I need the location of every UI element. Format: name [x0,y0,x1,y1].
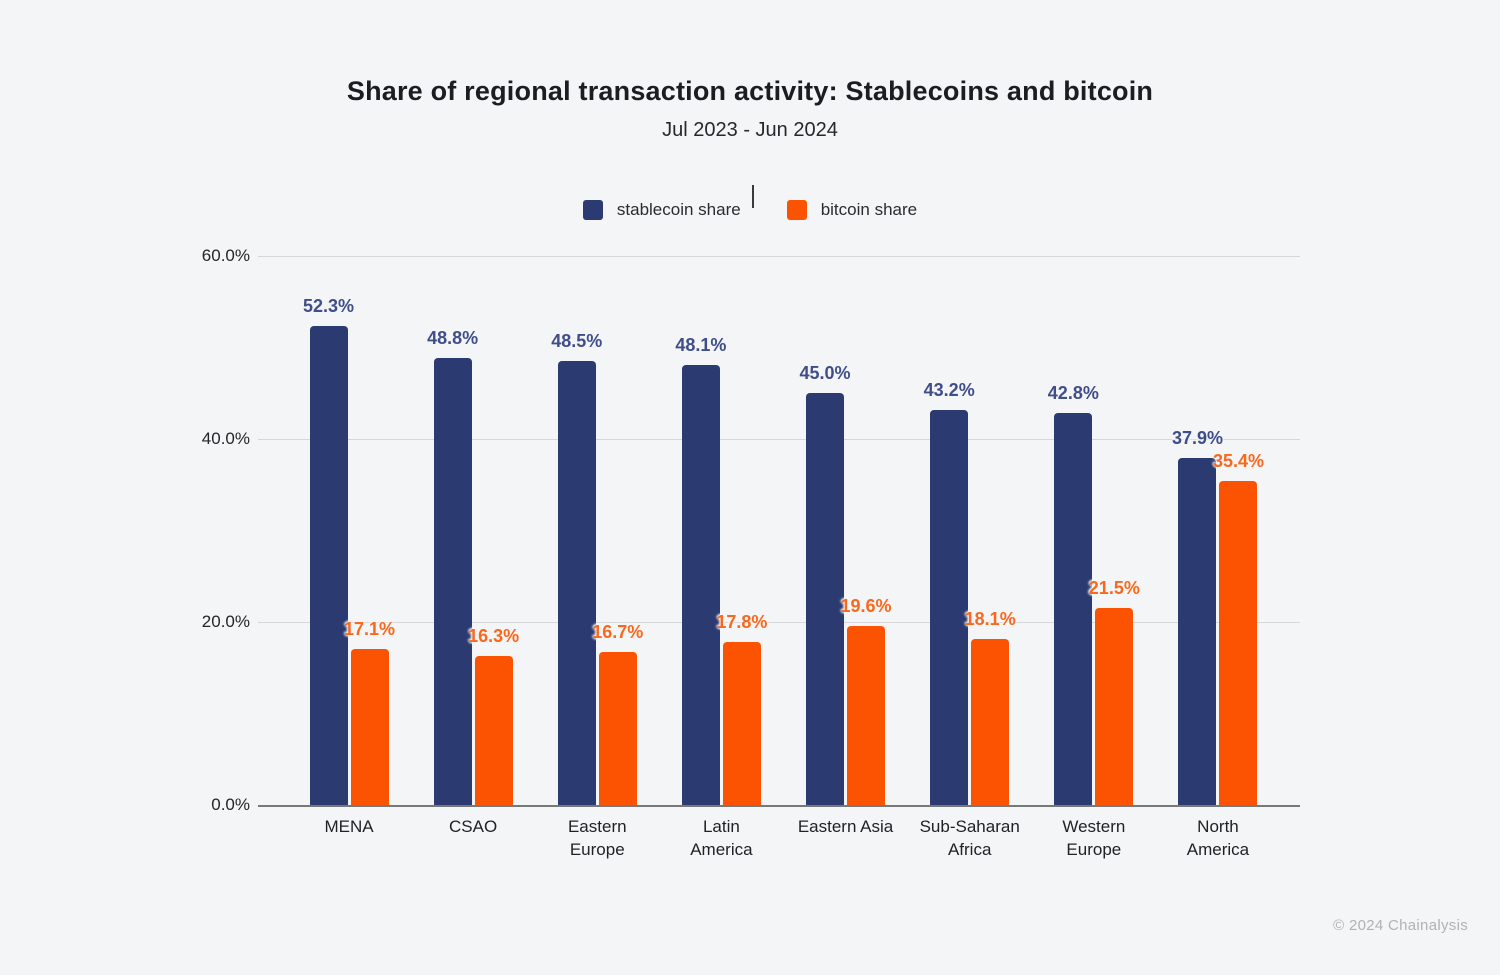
bar-stablecoin-latin-america[interactable] [681,364,720,805]
value-label-stablecoin-western-europe: 42.8% [1047,383,1099,404]
bar-stablecoin-eastern-asia[interactable] [806,393,845,805]
bar-bitcoin-eastern-asia[interactable] [847,625,886,805]
x-axis-label-north-america: North America [1186,817,1250,859]
bar-bitcoin-mena[interactable] [350,648,389,805]
legend-label-bitcoin: bitcoin share [820,200,918,219]
x-axis-label-western-europe: Western Europe [1062,817,1126,859]
value-label-bitcoin-eastern-asia: 19.6% [840,595,892,616]
gridline-20 [258,621,1300,623]
bar-bitcoin-latin-america[interactable] [722,642,761,805]
y-axis-tick-40: 40.0% [201,429,250,448]
x-axis-label-sub-saharan-africa: Sub-Saharan Africa [919,817,1020,859]
value-label-bitcoin-western-europe: 21.5% [1088,578,1140,599]
value-label-bitcoin-sub-saharan-africa: 18.1% [964,609,1016,630]
x-axis-label-csao: CSAO [449,817,498,836]
value-label-stablecoin-north-america: 37.9% [1171,428,1223,449]
value-label-stablecoin-mena: 52.3% [302,296,355,317]
chart-title: Share of regional transaction activity: … [346,76,1154,106]
bar-bitcoin-western-europe[interactable] [1095,608,1134,805]
value-label-bitcoin-latin-america: 17.8% [716,612,768,633]
bar-bitcoin-north-america[interactable] [1219,481,1258,805]
value-label-stablecoin-latin-america: 48.1% [675,334,727,355]
text-cursor-artifact [752,185,754,208]
legend-label-stablecoin: stablecoin share [616,200,741,219]
value-label-bitcoin-eastern-europe: 16.7% [592,622,644,643]
x-axis-label-mena: MENA [324,817,374,836]
legend: stablecoin share bitcoin share [0,200,1500,220]
value-label-bitcoin-csao: 16.3% [468,625,520,646]
x-axis-label-eastern-asia: Eastern Asia [797,817,894,836]
copyright-credit: © 2024 Chainalysis [1333,917,1468,934]
bar-stablecoin-sub-saharan-africa[interactable] [930,409,969,805]
value-label-stablecoin-csao: 48.8% [427,328,479,349]
value-label-stablecoin-eastern-asia: 45.0% [799,363,851,384]
gridline-60 [258,255,1300,257]
value-label-stablecoin-sub-saharan-africa: 43.2% [923,379,975,400]
legend-item-bitcoin-share[interactable]: bitcoin share [786,200,918,220]
value-label-stablecoin-eastern-europe: 48.5% [551,331,603,352]
bar-stablecoin-csao[interactable] [433,358,472,805]
bitcoin-legend-swatch-icon [786,200,807,220]
x-axis-label-latin-america: Latin America [690,817,753,859]
bar-stablecoin-eastern-europe[interactable] [557,361,596,805]
y-axis-tick-0: 0.0% [211,795,250,814]
value-label-bitcoin-north-america: 35.4% [1212,451,1264,472]
chart-subtitle: Jul 2023 - Jun 2024 [662,119,838,141]
bar-stablecoin-mena[interactable] [309,326,348,805]
bar-bitcoin-sub-saharan-africa[interactable] [971,639,1010,805]
x-axis-label-eastern-europe: Eastern Europe [567,817,627,859]
gridline-40 [258,438,1300,440]
y-axis-tick-60: 60.0% [201,246,250,265]
stablecoin-legend-swatch-icon [582,200,603,220]
bar-stablecoin-north-america[interactable] [1178,458,1217,805]
legend-item-stablecoin-share[interactable]: stablecoin share [582,200,741,220]
bar-bitcoin-csao[interactable] [474,655,513,805]
value-label-bitcoin-mena: 17.1% [343,618,396,639]
bar-bitcoin-eastern-europe[interactable] [598,652,637,805]
x-axis-line [258,805,1300,807]
y-axis-tick-20: 20.0% [201,612,250,631]
bar-stablecoin-western-europe[interactable] [1054,413,1093,805]
